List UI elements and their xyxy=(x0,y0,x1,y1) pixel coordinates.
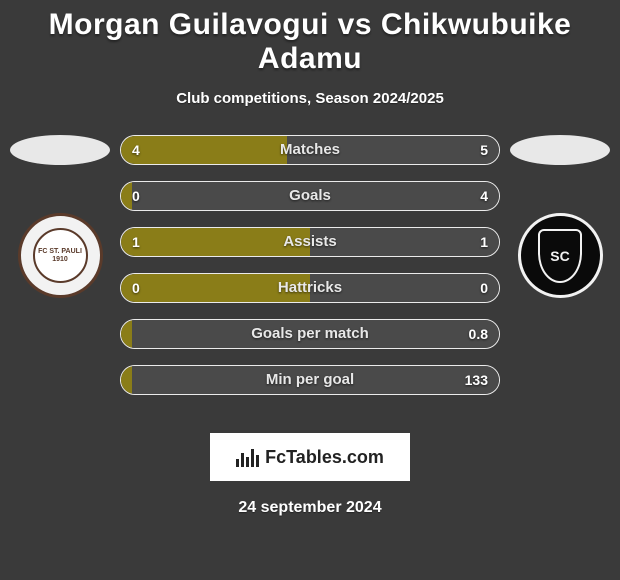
crest-right-text: SC xyxy=(550,248,569,264)
player-left-avatar xyxy=(10,135,110,165)
stat-value-right: 4 xyxy=(480,181,488,211)
snapshot-date: 24 september 2024 xyxy=(0,499,620,517)
club-crest-left-inner: FC ST. PAULI 1910 xyxy=(33,228,88,283)
stat-label: Hattricks xyxy=(120,273,500,303)
stat-value-right: 0 xyxy=(480,273,488,303)
stat-bars: Matches45Goals04Assists11Hattricks00Goal… xyxy=(120,135,500,411)
comparison-area: FC ST. PAULI 1910 SC Matches45Goals04Ass… xyxy=(0,135,620,425)
player-right-column: SC xyxy=(510,135,610,298)
club-crest-right: SC xyxy=(518,213,603,298)
subtitle: Club competitions, Season 2024/2025 xyxy=(0,90,620,107)
stat-label: Goals xyxy=(120,181,500,211)
stat-value-left: 0 xyxy=(132,273,140,303)
stat-label: Goals per match xyxy=(120,319,500,349)
stat-row: Matches4 5 xyxy=(120,135,500,165)
page-title: Morgan Guilavogui vs Chikwubuike Adamu xyxy=(0,0,620,76)
stat-row: Assists1 1 xyxy=(120,227,500,257)
footer-brand-text: FcTables.com xyxy=(265,447,384,468)
stat-value-right: 133 xyxy=(465,365,488,395)
club-crest-right-shield: SC xyxy=(538,229,582,283)
stat-row: Hattricks0 0 xyxy=(120,273,500,303)
stat-row: Min per goal 133 xyxy=(120,365,500,395)
stat-label: Min per goal xyxy=(120,365,500,395)
stat-label: Assists xyxy=(120,227,500,257)
stat-row: Goals per match 0.8 xyxy=(120,319,500,349)
bar-chart-icon xyxy=(236,447,259,467)
footer-brand-badge: FcTables.com xyxy=(210,433,410,481)
crest-left-line1: FC ST. PAULI xyxy=(38,248,82,256)
crest-left-line2: 1910 xyxy=(52,256,68,264)
stat-row: Goals0 4 xyxy=(120,181,500,211)
club-crest-left: FC ST. PAULI 1910 xyxy=(18,213,103,298)
stat-value-right: 0.8 xyxy=(469,319,488,349)
player-left-column: FC ST. PAULI 1910 xyxy=(10,135,110,298)
stat-value-left: 1 xyxy=(132,227,140,257)
stat-value-right: 1 xyxy=(480,227,488,257)
player-right-avatar xyxy=(510,135,610,165)
stat-value-right: 5 xyxy=(480,135,488,165)
stat-value-left: 0 xyxy=(132,181,140,211)
stat-value-left: 4 xyxy=(132,135,140,165)
stat-label: Matches xyxy=(120,135,500,165)
